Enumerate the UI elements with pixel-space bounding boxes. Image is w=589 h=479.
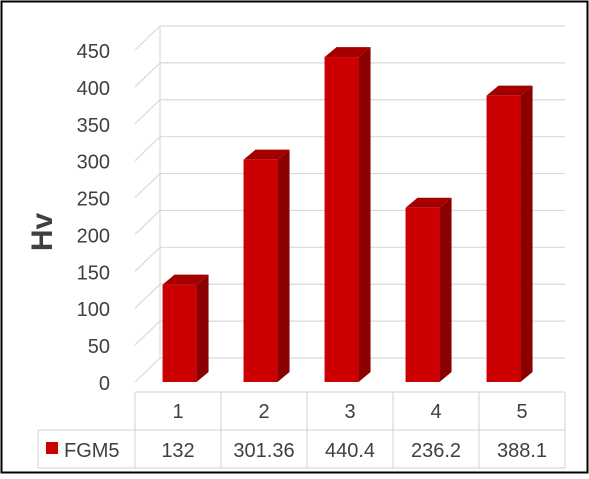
x-tick-label: 2: [258, 401, 269, 423]
gridline-slant: [134, 99, 161, 125]
gridline-slant: [134, 357, 161, 383]
y-tick-label: 400: [77, 78, 110, 100]
bars: [162, 47, 533, 382]
bar-front: [324, 57, 359, 382]
y-tick-label: 250: [77, 189, 110, 211]
bar: [243, 149, 290, 382]
gridline-slant: [134, 25, 161, 51]
bar-side: [358, 47, 371, 382]
gridline-slant: [134, 62, 161, 88]
bar: [162, 274, 209, 382]
y-tick-label: 150: [77, 262, 110, 284]
data-label: 440.4: [325, 440, 375, 462]
gridline-slant: [134, 283, 161, 309]
legend-label: FGM5: [64, 440, 120, 462]
y-tick-label: 0: [99, 373, 110, 395]
y-tick-label: 350: [77, 115, 110, 137]
data-label: 301.36: [233, 440, 294, 462]
y-axis-label: Hv: [26, 213, 59, 252]
bar-side: [439, 197, 452, 382]
gridline-slant: [134, 246, 161, 272]
bar-side: [277, 149, 290, 382]
bar: [405, 197, 452, 382]
bar-top: [324, 47, 371, 58]
x-tick-label: 1: [172, 401, 183, 423]
x-tick-label: 5: [516, 401, 527, 423]
bar-top: [162, 274, 209, 285]
x-tick-label: 4: [430, 401, 441, 423]
legend-swatch: [46, 442, 58, 454]
bar: [324, 47, 371, 382]
bar-side: [520, 85, 533, 382]
bar-top: [486, 85, 533, 96]
gridline-slant: [134, 320, 161, 346]
data-label: 236.2: [411, 440, 461, 462]
gridline-slant: [134, 136, 161, 162]
y-tick-label: 50: [88, 336, 110, 358]
bar-top: [243, 149, 290, 160]
y-tick-label: 450: [77, 41, 110, 63]
y-tick-label: 100: [77, 299, 110, 321]
y-axis-ticks: 0 50 100 150 200 250 300 350 400 450: [77, 41, 110, 395]
gridline-slant: [134, 173, 161, 198]
bar-front: [243, 159, 278, 382]
data-label: 388.1: [497, 440, 547, 462]
y-tick-label: 300: [77, 152, 110, 174]
bar-side: [196, 274, 209, 382]
data-table: 1 2 3 4 5 FGM5 132 301.36 440.4 236.2 388.1: [37, 391, 566, 469]
y-tick-label: 200: [77, 225, 110, 247]
bar: [486, 85, 533, 382]
bar-top: [405, 197, 452, 208]
gridline-slant: [134, 210, 161, 235]
bar-front: [486, 95, 521, 382]
data-label: 132: [161, 440, 194, 462]
bar-front: [405, 207, 440, 382]
bar-front: [162, 284, 197, 382]
x-tick-label: 3: [344, 401, 355, 423]
